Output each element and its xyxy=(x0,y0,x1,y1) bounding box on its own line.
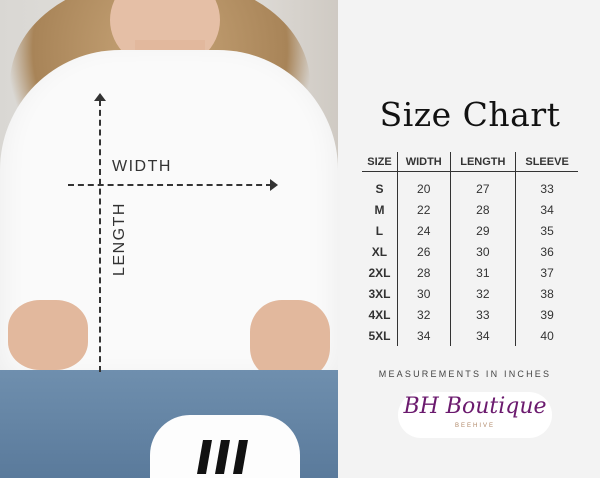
length-cell: 27 xyxy=(449,171,516,199)
header-length: LENGTH xyxy=(449,152,516,172)
length-cell: 28 xyxy=(449,199,516,220)
width-dashed-line xyxy=(68,184,272,186)
length-cell: 29 xyxy=(449,220,516,241)
logo-subtext: BEEHIVE xyxy=(454,423,495,429)
size-cell: 2XL xyxy=(368,265,391,280)
measurement-note: MEASUREMENTS IN INCHES xyxy=(378,369,552,379)
width-cell: 22 xyxy=(396,199,451,220)
size-cell: 3XL xyxy=(368,286,391,301)
size-cell: 5XL xyxy=(368,328,391,343)
sleeve-cell: 38 xyxy=(515,283,578,304)
length-cell: 32 xyxy=(449,283,516,304)
size-cell: S xyxy=(375,181,384,196)
left-hand xyxy=(8,300,88,370)
width-cell: 32 xyxy=(396,304,451,325)
size-table: SIZE WIDTH LENGTH SLEEVE S 20 27 33 M 22 28 34 L… xyxy=(362,152,578,346)
width-cell: 28 xyxy=(396,262,451,283)
table-row: 2XL 28 31 37 xyxy=(362,262,578,283)
header-sleeve: SLEEVE xyxy=(515,152,578,172)
width-arrow-icon xyxy=(270,179,278,191)
table-row: 5XL 34 34 40 xyxy=(362,325,578,346)
table-row: L 24 29 35 xyxy=(362,220,578,241)
table-row: S 20 27 33 xyxy=(362,171,578,199)
sleeve-cell: 36 xyxy=(515,241,578,262)
size-cell: 4XL xyxy=(368,307,391,322)
sleeve-cell: 39 xyxy=(515,304,578,325)
length-arrow-icon xyxy=(94,93,106,101)
sleeve-cell: 35 xyxy=(515,220,578,241)
sleeve-cell: 37 xyxy=(515,262,578,283)
header-size: SIZE xyxy=(362,152,398,172)
header-width: WIDTH xyxy=(396,152,451,172)
sleeve-cell: 34 xyxy=(515,199,578,220)
width-cell: 30 xyxy=(396,283,451,304)
length-cell: 30 xyxy=(449,241,516,262)
width-cell: 34 xyxy=(396,325,451,346)
table-row: 4XL 32 33 39 xyxy=(362,304,578,325)
width-cell: 26 xyxy=(396,241,451,262)
length-cell: 33 xyxy=(449,304,516,325)
length-label: LENGTH xyxy=(111,202,128,276)
size-cell: L xyxy=(375,223,384,238)
size-cell: M xyxy=(374,202,385,217)
length-cell: 31 xyxy=(449,262,516,283)
length-dashed-line xyxy=(99,100,101,372)
sleeve-cell: 40 xyxy=(515,325,578,346)
size-cell: XL xyxy=(371,244,388,259)
length-cell: 34 xyxy=(449,325,516,346)
page-title: Size Chart xyxy=(379,95,561,134)
width-cell: 20 xyxy=(396,171,451,199)
right-hand xyxy=(250,300,330,380)
table-row: XL 26 30 36 xyxy=(362,241,578,262)
width-label: WIDTH xyxy=(112,158,172,175)
table-row: 3XL 30 32 38 xyxy=(362,283,578,304)
width-cell: 24 xyxy=(396,220,451,241)
model-photo: WIDTH LENGTH xyxy=(0,0,338,478)
sleeve-cell: 33 xyxy=(515,171,578,199)
logo-text: BH Boutique xyxy=(403,394,547,419)
table-row: M 22 28 34 xyxy=(362,199,578,220)
brand-logo: BH Boutique BEEHIVE xyxy=(398,392,552,438)
